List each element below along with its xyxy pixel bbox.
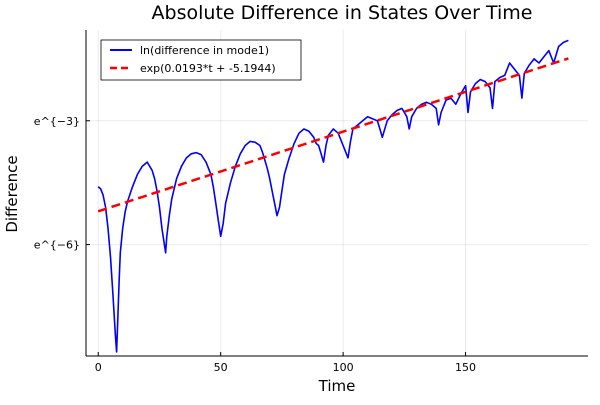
series-line-1 [98, 58, 568, 211]
y-axis-label: Difference [3, 155, 21, 232]
series-line-0 [98, 40, 568, 352]
x-tick-label-1: 50 [214, 361, 228, 374]
x-tick-label-0: 0 [95, 361, 102, 374]
legend-label-fit: exp(0.0193*t + -5.1944) [140, 62, 276, 75]
series-layer [98, 40, 568, 352]
chart-title: Absolute Difference in States Over Time [152, 2, 533, 24]
legend: ln(difference in mode1) exp(0.0193*t + -… [101, 40, 301, 80]
legend-label-mode1: ln(difference in mode1) [140, 44, 269, 57]
y-tick-label-0: e^{−3} [34, 115, 80, 128]
x-tick-label-2: 100 [333, 361, 354, 374]
y-tick-label-1: e^{−6} [34, 239, 80, 252]
x-axis-label: Time [318, 377, 356, 395]
x-tick-label-3: 150 [455, 361, 476, 374]
